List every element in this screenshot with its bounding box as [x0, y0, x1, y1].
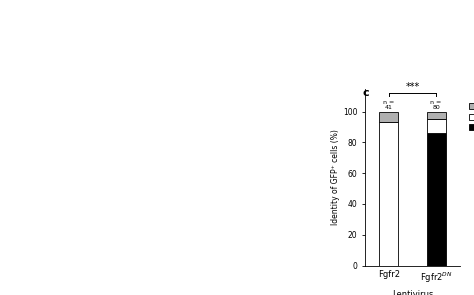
Legend: BP, AT2, AT1: BP, AT2, AT1: [468, 101, 474, 133]
Bar: [379, 122, 398, 266]
Text: n =
41: n = 41: [383, 100, 394, 110]
Text: n =
80: n = 80: [430, 100, 442, 110]
Bar: [379, 112, 398, 122]
Text: c: c: [363, 88, 369, 99]
Bar: [427, 133, 446, 266]
Y-axis label: Identity of GFP⁺ cells (%): Identity of GFP⁺ cells (%): [331, 129, 340, 225]
Bar: [427, 119, 446, 133]
X-axis label: Lentivirus: Lentivirus: [392, 290, 433, 295]
Text: ***: ***: [405, 82, 419, 91]
Bar: [427, 112, 446, 119]
